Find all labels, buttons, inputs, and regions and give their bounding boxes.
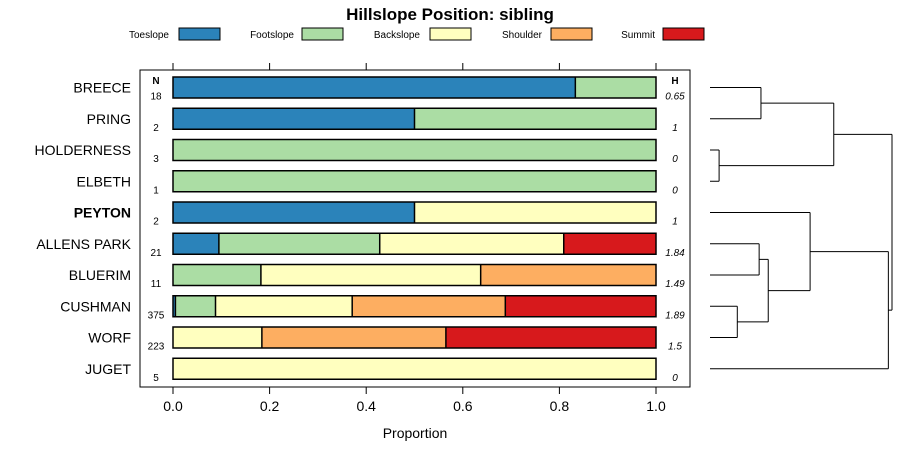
n-value: 1 xyxy=(153,185,159,196)
row-label: WORF xyxy=(88,330,131,346)
bar-segment xyxy=(173,139,656,161)
row-label: BLUERIM xyxy=(69,267,131,283)
h-value: 1.89 xyxy=(665,310,685,321)
n-value: 375 xyxy=(148,310,165,321)
x-tick-label: 0.2 xyxy=(260,398,280,414)
h-header: H xyxy=(671,76,678,87)
bar-segment xyxy=(175,295,216,317)
legend-swatch xyxy=(178,27,221,41)
bar-segment xyxy=(414,108,656,130)
legend-swatch xyxy=(429,27,472,41)
h-value: 0.65 xyxy=(665,92,685,103)
legend-label: Footslope xyxy=(250,30,294,41)
bar-segment xyxy=(215,295,353,317)
n-value: 11 xyxy=(151,279,162,290)
h-value: 1 xyxy=(672,123,678,134)
bar-segment xyxy=(173,77,576,98)
bar-outline xyxy=(172,295,657,318)
dendrogram xyxy=(710,87,893,370)
n-value: 223 xyxy=(148,342,165,353)
x-tick-label: 1.0 xyxy=(646,398,666,414)
bar-segment xyxy=(173,202,415,223)
bar-outline xyxy=(172,232,657,255)
bar-segment xyxy=(575,77,656,98)
legend-label: Backslope xyxy=(374,30,421,41)
bar-outline xyxy=(172,107,657,130)
n-value: 2 xyxy=(153,123,159,134)
legend-swatch xyxy=(550,27,593,41)
h-value: 1.84 xyxy=(665,248,685,259)
bar-segment xyxy=(352,295,506,317)
h-value: 1.5 xyxy=(668,342,682,353)
bar-segment xyxy=(260,264,481,286)
n-value: 5 xyxy=(153,373,159,384)
bar-outline xyxy=(172,263,657,287)
bar-segment xyxy=(480,264,656,286)
row-label: ALLENS PARK xyxy=(36,236,131,252)
chart-title: Hillslope Position: sibling xyxy=(346,5,554,24)
h-value: 0 xyxy=(672,185,678,196)
bar-segment xyxy=(261,327,446,348)
row-label: CUSHMAN xyxy=(60,298,131,314)
bar-outline xyxy=(172,138,657,162)
legend: Toeslope Footslope Backslope Shoulder Summit xyxy=(129,27,705,41)
n-header: N xyxy=(152,76,159,87)
bar-segment xyxy=(173,108,415,130)
bar-outline xyxy=(172,201,657,224)
row-label: PRING xyxy=(87,111,131,127)
x-axis-label: Proportion xyxy=(383,425,448,441)
row-label: ELBETH xyxy=(77,173,131,189)
bar-outline xyxy=(172,76,657,99)
bar-segment xyxy=(173,264,261,286)
h-value: 1.49 xyxy=(665,279,685,290)
row-label: BREECE xyxy=(73,80,131,96)
bar-outline xyxy=(172,170,657,193)
x-tick-label: 0.6 xyxy=(453,398,473,414)
x-tick-label: 0.8 xyxy=(550,398,570,414)
legend-label: Summit xyxy=(621,30,655,41)
legend-swatch xyxy=(662,27,705,41)
x-tick-label: 0.4 xyxy=(356,398,376,414)
h-value: 0 xyxy=(672,154,678,165)
row-label: PEYTON xyxy=(74,205,131,221)
bar-segment xyxy=(173,358,656,380)
bar-segment xyxy=(218,233,380,255)
row-label: HOLDERNESS xyxy=(35,142,131,158)
plot-frame xyxy=(139,69,691,388)
row-label: JUGET xyxy=(85,361,131,377)
x-axis: 0.0 0.2 0.4 0.6 0.8 1.0 xyxy=(163,387,666,414)
n-value: 3 xyxy=(153,154,159,165)
legend-label: Toeslope xyxy=(129,30,169,41)
bar-segment xyxy=(173,295,176,317)
bar-segment xyxy=(563,233,656,255)
n-value: 2 xyxy=(153,217,159,228)
bar-segment xyxy=(505,295,656,317)
n-value: 18 xyxy=(150,92,162,103)
bar-segment xyxy=(173,170,656,192)
bar-segment xyxy=(379,233,564,255)
bar-outline xyxy=(172,326,657,349)
legend-swatch xyxy=(301,27,344,41)
h-value: 0 xyxy=(672,373,678,384)
bar-segment xyxy=(173,233,219,255)
bar-segment xyxy=(414,202,656,223)
legend-label: Shoulder xyxy=(502,30,543,41)
n-value: 21 xyxy=(150,248,162,259)
top-axis-ticks xyxy=(172,63,657,70)
bar-segment xyxy=(173,327,262,348)
h-value: 1 xyxy=(672,217,678,228)
x-tick-label: 0.0 xyxy=(163,398,183,414)
bar-segment xyxy=(445,327,656,348)
bar-outline xyxy=(172,357,657,380)
